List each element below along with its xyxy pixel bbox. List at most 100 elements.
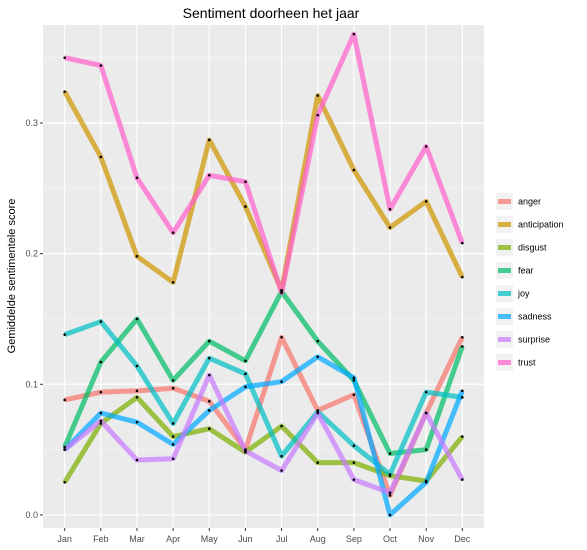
data-point-anger	[63, 398, 66, 402]
data-point-fear	[424, 448, 428, 451]
data-point-fear	[461, 345, 464, 348]
data-point-joy	[352, 444, 356, 447]
data-point-sadness	[135, 420, 139, 424]
data-point-anger	[207, 399, 211, 403]
x-tick-label: Jul	[276, 534, 288, 544]
y-tick-label: 0.3	[25, 118, 38, 128]
legend-label-sadness: sadness	[518, 312, 552, 322]
data-point-trust	[171, 231, 175, 235]
data-point-trust	[135, 176, 139, 180]
data-point-anticipation	[244, 205, 247, 208]
data-point-anticipation	[135, 254, 139, 258]
data-point-disgust	[63, 480, 66, 484]
data-point-joy	[171, 422, 175, 425]
data-point-joy	[388, 473, 392, 476]
data-point-anger	[171, 386, 175, 390]
legend-label-surprise: surprise	[518, 335, 550, 345]
data-point-fear	[352, 379, 356, 382]
data-point-surprise	[63, 448, 66, 451]
data-point-disgust	[171, 435, 175, 438]
data-point-sadness	[388, 513, 392, 517]
data-point-joy	[207, 356, 211, 360]
data-point-disgust	[135, 396, 139, 399]
series-line-anticipation	[62, 90, 465, 293]
data-point-surprise	[461, 478, 464, 481]
series-line-sadness	[62, 354, 465, 518]
data-point-anger	[280, 335, 283, 339]
series-points	[63, 32, 464, 517]
data-point-anticipation	[99, 155, 103, 159]
data-point-joy	[135, 364, 139, 368]
y-axis: 0.0 0.1 0.2 0.3	[25, 118, 43, 520]
data-point-sadness	[316, 355, 320, 359]
series-line-trust	[64, 31, 465, 296]
data-point-surprise	[280, 469, 283, 472]
legend-label-anger: anger	[518, 197, 541, 207]
x-axis: Jan Feb Mar Apr May Jun Jul Aug Sep Oct Nov Dec	[57, 528, 471, 544]
legend-label-fear: fear	[518, 266, 534, 276]
data-point-surprise	[352, 478, 356, 481]
data-point-trust	[461, 241, 464, 245]
x-tick-label: Feb	[93, 534, 109, 544]
data-point-sadness	[461, 389, 464, 393]
data-point-sadness	[207, 409, 211, 412]
data-point-disgust	[352, 461, 356, 464]
data-point-anger	[352, 393, 356, 397]
data-point-trust	[244, 180, 247, 184]
legend-label-trust: trust	[518, 358, 536, 368]
data-point-joy	[63, 333, 66, 336]
data-point-disgust	[461, 435, 464, 438]
data-point-surprise	[171, 457, 175, 461]
data-point-trust	[207, 173, 211, 177]
data-point-sadness	[424, 480, 428, 484]
data-point-joy	[244, 372, 247, 376]
x-tick-label: Dec	[454, 534, 471, 544]
x-tick-label: May	[201, 534, 219, 544]
x-tick-label: Jan	[57, 534, 72, 544]
x-tick-label: Aug	[310, 534, 326, 544]
data-point-anger	[461, 335, 464, 339]
data-point-trust	[388, 207, 392, 211]
y-axis-title: Gemiddelde sentimentele score	[6, 199, 18, 354]
data-point-fear	[135, 317, 139, 321]
data-point-surprise	[388, 491, 392, 495]
data-point-joy	[461, 396, 464, 399]
data-point-trust	[424, 145, 428, 148]
data-point-surprise	[135, 458, 139, 462]
x-tick-label: Oct	[383, 534, 398, 544]
data-point-joy	[424, 390, 428, 394]
data-point-anticipation	[352, 168, 356, 172]
legend-label-joy: joy	[517, 289, 530, 299]
legend: anger anticipation disgust fear joy sadness su…	[494, 191, 574, 379]
data-point-sadness	[352, 376, 356, 380]
data-point-fear	[63, 445, 66, 449]
x-tick-label: Jun	[238, 534, 253, 544]
data-point-disgust	[280, 424, 283, 428]
data-point-trust	[99, 64, 103, 67]
data-point-surprise	[244, 449, 247, 453]
chart-title: Sentiment doorheen het jaar	[183, 5, 360, 21]
series-line-joy	[63, 319, 463, 477]
data-point-anticipation	[424, 200, 428, 203]
y-tick-label: 0.2	[25, 249, 38, 259]
data-point-trust	[352, 32, 356, 36]
data-point-sadness	[171, 443, 175, 446]
legend-label-disgust: disgust	[518, 243, 547, 253]
data-point-fear	[207, 339, 211, 343]
data-point-anticipation	[461, 275, 464, 279]
y-tick-label: 0.0	[25, 510, 38, 520]
data-point-disgust	[316, 461, 320, 464]
data-point-anticipation	[316, 94, 320, 97]
data-point-fear	[99, 360, 103, 364]
data-point-disgust	[207, 427, 211, 431]
data-point-sadness	[280, 380, 283, 383]
data-point-anticipation	[207, 138, 211, 142]
x-tick-label: Apr	[166, 534, 180, 544]
data-point-surprise	[207, 373, 211, 377]
data-point-fear	[244, 359, 247, 363]
data-point-surprise	[316, 411, 320, 415]
data-point-anger	[99, 390, 103, 394]
series-lines	[62, 31, 465, 518]
